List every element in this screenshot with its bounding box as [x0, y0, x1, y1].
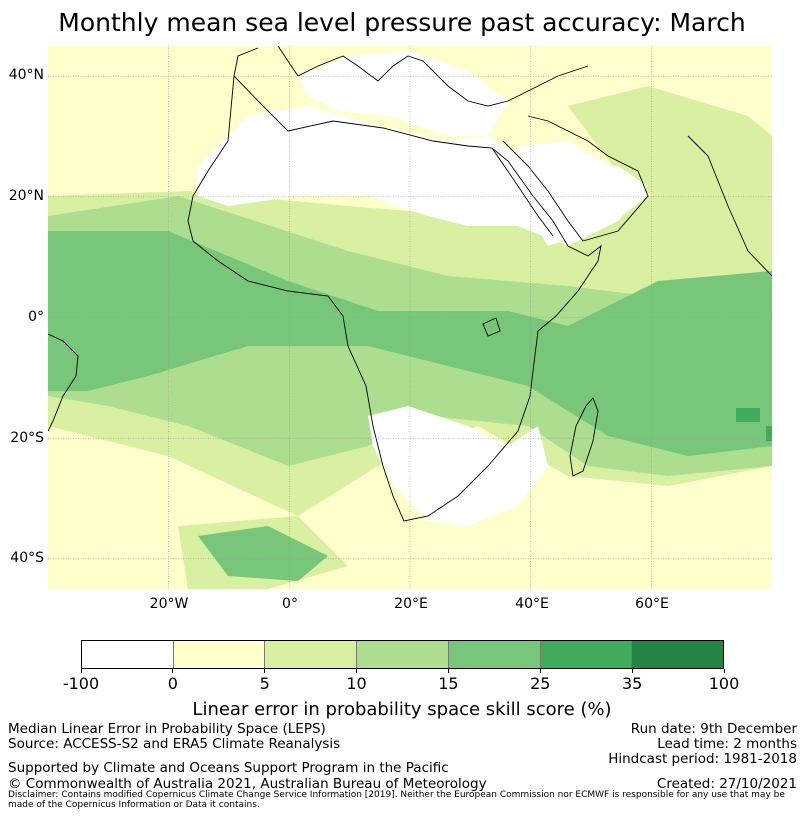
info-run-date: Run date: 9th December	[630, 721, 797, 737]
lon-label-40e: 40°E	[515, 596, 549, 612]
info-created: Created: 27/10/2021	[656, 776, 797, 792]
info-leps: Median Linear Error in Probability Space…	[8, 721, 326, 737]
colorbar-tick-label: 35	[621, 674, 643, 693]
colorbar-tick-label: 100	[708, 674, 740, 693]
colorbar-segment	[540, 641, 633, 668]
colorbar-segment	[448, 641, 541, 668]
info-left-top: Median Linear Error in Probability Space…	[8, 722, 340, 752]
info-copyright: © Commonwealth of Australia 2021, Austra…	[8, 776, 487, 792]
africa-coastline	[187, 74, 602, 522]
skill-zone-25-35-b	[766, 426, 772, 441]
skill-map	[48, 46, 772, 589]
info-left-bottom: Supported by Climate and Oceans Support …	[8, 761, 487, 792]
skill-zone-5-10-north	[568, 86, 772, 206]
colorbar-tick-label: 25	[530, 674, 551, 693]
disclaimer: Disclaimer: Contains modified Copernicus…	[8, 790, 785, 810]
india-coastline	[687, 135, 772, 277]
colorbar-tick	[264, 669, 266, 673]
lat-label-40n: 40°N	[8, 67, 44, 83]
colorbar-segment	[357, 641, 449, 668]
mediterranean-nonskill	[298, 51, 508, 136]
colorbar-tick	[539, 669, 541, 673]
colorbar-segment	[632, 641, 724, 668]
red-sea-coastline	[491, 140, 584, 242]
south-america-coastline	[48, 333, 79, 432]
skill-zone-15-25-atlantic	[198, 526, 328, 581]
info-support: Supported by Climate and Oceans Support …	[8, 760, 449, 776]
colorbar	[81, 640, 724, 669]
colorbar-title: Linear error in probability space skill …	[192, 699, 612, 720]
colorbar-tick	[631, 669, 633, 673]
colorbar-tick-label: 5	[259, 674, 270, 693]
arabia-coastline	[527, 115, 649, 242]
colorbar-segment	[173, 641, 266, 668]
europe-coastline	[233, 46, 589, 107]
colorbar-segment	[265, 641, 358, 668]
graticule	[48, 46, 772, 589]
lat-label-40s: 40°S	[10, 550, 44, 566]
lon-label-20e: 20°E	[394, 596, 428, 612]
colorbar-tick-label: -100	[62, 674, 100, 693]
madagascar-coastline	[569, 397, 599, 477]
colorbar-tick	[80, 669, 82, 673]
colorbar-segment	[82, 641, 174, 668]
coastlines	[48, 46, 772, 522]
southern-africa-nonskill	[368, 406, 548, 526]
colorbar-tick	[172, 669, 174, 673]
no-skill-land	[198, 51, 648, 526]
info-hindcast: Hindcast period: 1981-2018	[608, 751, 797, 767]
colorbar-tick	[723, 669, 725, 673]
colorbar-tick	[447, 669, 449, 673]
skill-zone-25-35	[736, 408, 760, 422]
info-right-bottom: Created: 27/10/2021	[657, 777, 797, 792]
colorbar-tick-label: 0	[167, 674, 178, 693]
map-title: Monthly mean sea level pressure past acc…	[58, 8, 746, 37]
colorbar-tick-label: 10	[346, 674, 367, 693]
colorbar-tick	[356, 669, 358, 673]
arabia-nonskill	[518, 141, 648, 246]
lat-label-0: 0°	[28, 309, 44, 325]
lake-victoria	[482, 317, 501, 337]
lon-label-0: 0°	[282, 596, 298, 612]
info-source: Source: ACCESS-S2 and ERA5 Climate Reana…	[8, 736, 341, 752]
info-lead-time: Lead time: 2 months	[657, 736, 797, 752]
lat-label-20s: 20°S	[10, 430, 44, 446]
lon-label-20w: 20°W	[149, 596, 189, 612]
lat-label-20n: 20°N	[8, 188, 44, 204]
info-right-top: Run date: 9th December Lead time: 2 mont…	[608, 722, 797, 767]
colorbar-tick-label: 15	[438, 674, 459, 693]
lon-label-60e: 60°E	[635, 596, 669, 612]
map-canvas	[48, 46, 772, 589]
